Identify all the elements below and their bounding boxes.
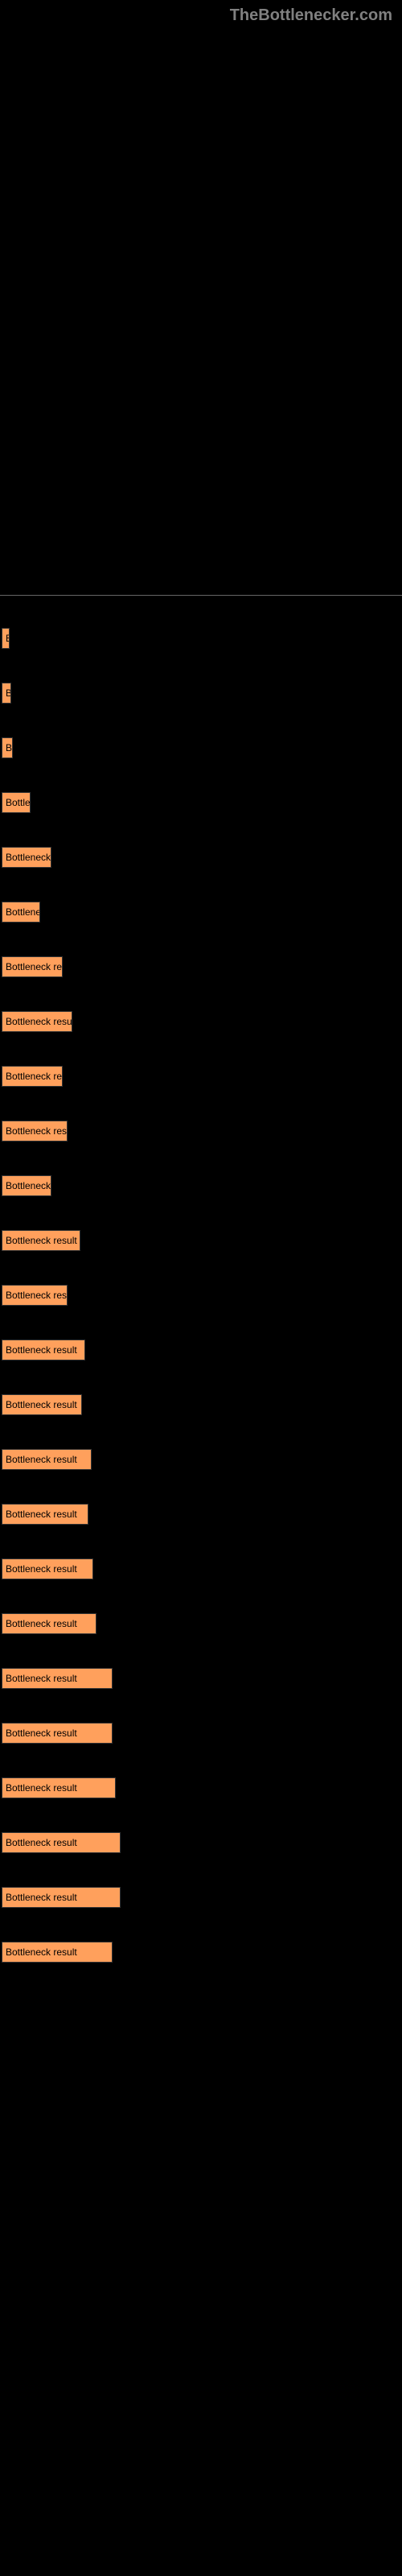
bar-label: Bottleneck res (6, 1290, 67, 1301)
chart-bar-item: Bottleneck result (2, 1723, 402, 1744)
chart-bar: Bottleneck re (2, 1066, 63, 1087)
chart-bar-item: Bottleneck result (2, 1613, 402, 1634)
bar-chart: B B B Bottle Bottleneck Bottlene Bottleneck re… (0, 628, 402, 1963)
bar-label: Bottleneck (6, 1180, 51, 1191)
chart-bar-item: Bottleneck result (2, 1887, 402, 1908)
chart-bar: Bottleneck result (2, 1777, 116, 1798)
chart-bar-item: Bottlene (2, 902, 402, 923)
chart-bar-item: B (2, 683, 402, 704)
site-name: TheBottlenecker.com (230, 6, 392, 24)
chart-bar: Bottleneck result (2, 1449, 92, 1470)
bar-label: Bottle (6, 797, 31, 808)
bar-label: Bottleneck result (6, 1618, 77, 1629)
chart-bar-item: Bottleneck result (2, 1942, 402, 1963)
bar-label: Bottleneck resu (6, 1016, 72, 1027)
bar-label: Bottleneck result (6, 1235, 77, 1246)
bar-label: B (6, 633, 10, 644)
bar-label: Bottleneck re (6, 961, 62, 972)
bar-label: Bottleneck result (6, 1673, 77, 1684)
site-header: TheBottlenecker.com (0, 0, 402, 31)
chart-bar: Bottleneck result (2, 1340, 85, 1360)
bar-label: B (6, 742, 12, 753)
bar-label: B (6, 687, 11, 699)
chart-axis (0, 595, 402, 596)
chart-bar: B (2, 737, 13, 758)
chart-bar: Bottleneck result (2, 1504, 88, 1525)
chart-bar-item: Bottleneck resu (2, 1011, 402, 1032)
chart-bar-item: Bottleneck res (2, 1121, 402, 1141)
chart-bar-item: Bottleneck result (2, 1777, 402, 1798)
bar-label: Bottleneck (6, 852, 51, 863)
chart-bar-item: Bottleneck re (2, 956, 402, 977)
chart-bar: Bottle (2, 792, 31, 813)
chart-bar: Bottleneck (2, 1175, 51, 1196)
chart-bar: Bottleneck result (2, 1832, 121, 1853)
chart-bar-item: B (2, 737, 402, 758)
chart-bar: Bottlene (2, 902, 40, 923)
chart-bar-item: Bottleneck (2, 847, 402, 868)
chart-bar-item: Bottleneck result (2, 1449, 402, 1470)
chart-bar: Bottleneck result (2, 1558, 93, 1579)
chart-bar: Bottleneck result (2, 1613, 96, 1634)
chart-bar: Bottleneck result (2, 1668, 113, 1689)
chart-bar-item: Bottleneck (2, 1175, 402, 1196)
bar-label: Bottleneck result (6, 1782, 77, 1794)
chart-bar-item: Bottle (2, 792, 402, 813)
bar-label: Bottleneck result (6, 1344, 77, 1356)
chart-bar: Bottleneck result (2, 1887, 121, 1908)
chart-bar: Bottleneck (2, 847, 51, 868)
chart-bar-item: Bottleneck result (2, 1668, 402, 1689)
chart-bar: Bottleneck result (2, 1723, 113, 1744)
chart-bar: Bottleneck result (2, 1942, 113, 1963)
chart-bar-item: Bottleneck result (2, 1230, 402, 1251)
bar-label: Bottleneck result (6, 1946, 77, 1958)
bar-label: Bottleneck result (6, 1509, 77, 1520)
chart-bar-item: Bottleneck result (2, 1558, 402, 1579)
chart-bar: Bottleneck re (2, 956, 63, 977)
bar-label: Bottleneck result (6, 1892, 77, 1903)
bar-label: Bottlene (6, 906, 40, 918)
bar-label: Bottleneck result (6, 1563, 77, 1575)
chart-bar-item: Bottleneck result (2, 1340, 402, 1360)
bar-label: Bottleneck res (6, 1125, 67, 1137)
bar-label: Bottleneck re (6, 1071, 62, 1082)
chart-bar-item: Bottleneck res (2, 1285, 402, 1306)
chart-bar: B (2, 628, 10, 649)
top-spacer (0, 31, 402, 595)
bar-label: Bottleneck result (6, 1454, 77, 1465)
chart-bar-item: Bottleneck result (2, 1394, 402, 1415)
chart-bar-item: Bottleneck re (2, 1066, 402, 1087)
chart-bar: Bottleneck res (2, 1121, 68, 1141)
bar-label: Bottleneck result (6, 1837, 77, 1848)
bar-label: Bottleneck result (6, 1399, 77, 1410)
chart-bar-item: B (2, 628, 402, 649)
chart-bar: Bottleneck res (2, 1285, 68, 1306)
chart-bar: Bottleneck resu (2, 1011, 72, 1032)
chart-bar-item: Bottleneck result (2, 1504, 402, 1525)
chart-bar-item: Bottleneck result (2, 1832, 402, 1853)
chart-bar: Bottleneck result (2, 1394, 82, 1415)
chart-bar: B (2, 683, 11, 704)
chart-bar: Bottleneck result (2, 1230, 80, 1251)
bar-label: Bottleneck result (6, 1728, 77, 1739)
